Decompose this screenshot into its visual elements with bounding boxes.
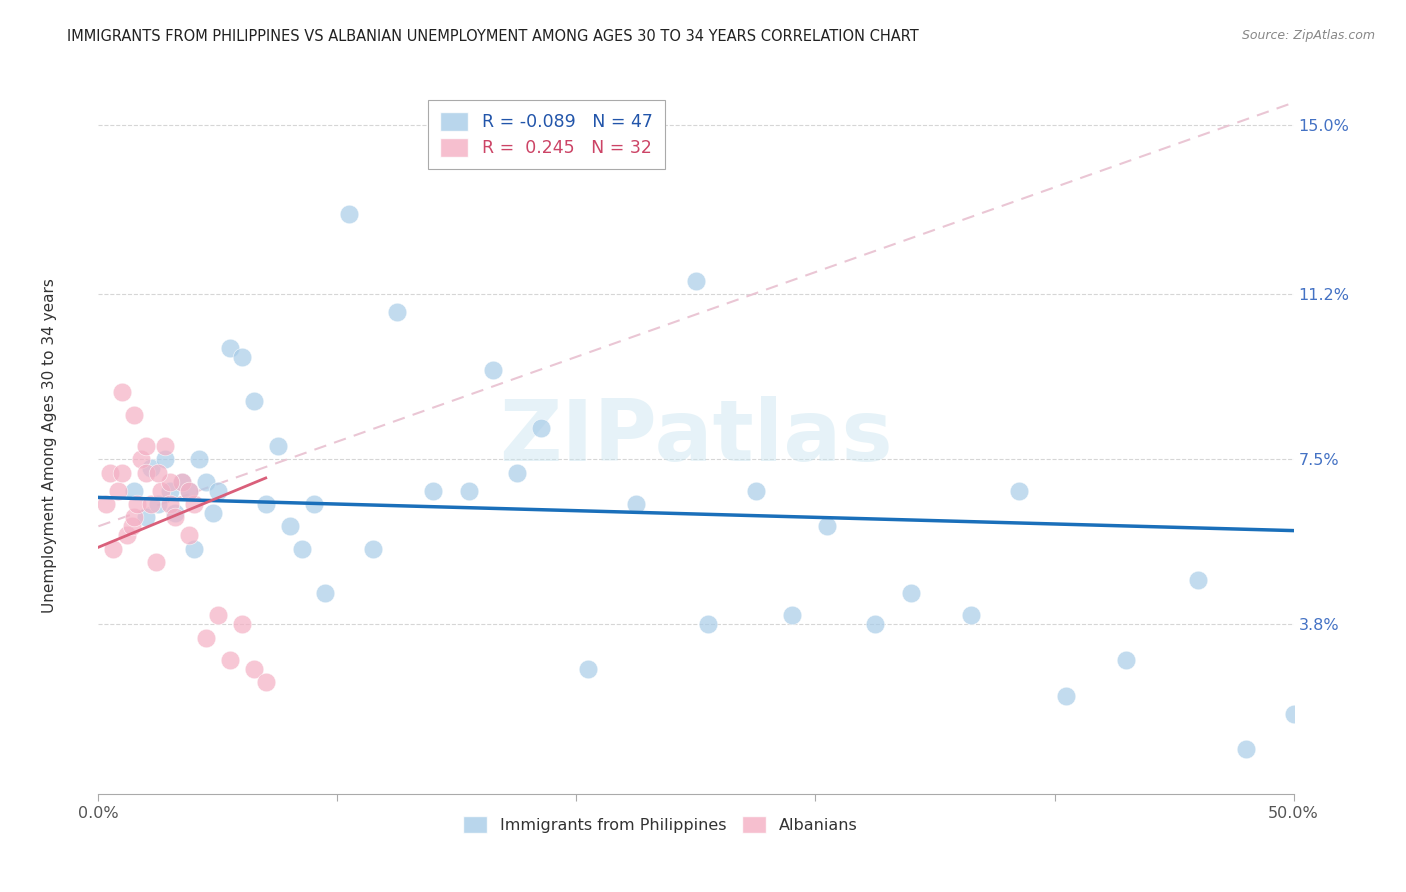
- Point: [115, 528, 138, 542]
- Point: [339, 207, 361, 221]
- Point: [155, 452, 177, 467]
- Point: [745, 483, 768, 498]
- Point: [159, 497, 181, 511]
- Point: [179, 483, 201, 498]
- Point: [1187, 573, 1209, 587]
- Point: [159, 475, 181, 489]
- Point: [107, 483, 129, 498]
- Point: [179, 483, 201, 498]
- Point: [183, 541, 205, 556]
- Point: [124, 483, 146, 498]
- Point: [363, 541, 385, 556]
- Point: [111, 466, 134, 480]
- Point: [278, 519, 301, 533]
- Point: [125, 497, 148, 511]
- Point: [231, 617, 253, 632]
- Point: [135, 466, 157, 480]
- Point: [159, 483, 181, 498]
- Point: [124, 408, 146, 422]
- Point: [254, 497, 277, 511]
- Point: [139, 461, 162, 475]
- Point: [98, 466, 122, 480]
- Point: [1056, 689, 1078, 703]
- Point: [124, 510, 146, 524]
- Point: [481, 363, 505, 377]
- Point: [111, 385, 134, 400]
- Point: [267, 439, 290, 453]
- Point: [243, 662, 266, 676]
- Text: IMMIGRANTS FROM PHILIPPINES VS ALBANIAN UNEMPLOYMENT AMONG AGES 30 TO 34 YEARS C: IMMIGRANTS FROM PHILIPPINES VS ALBANIAN …: [67, 29, 920, 44]
- Point: [207, 483, 229, 498]
- Point: [685, 274, 707, 288]
- Point: [1282, 706, 1305, 721]
- Point: [422, 483, 444, 498]
- Point: [149, 483, 172, 498]
- Point: [231, 350, 253, 364]
- Point: [697, 617, 720, 632]
- Point: [315, 586, 337, 600]
- Point: [131, 452, 153, 467]
- Point: [94, 497, 117, 511]
- Point: [135, 439, 157, 453]
- Point: [121, 519, 143, 533]
- Point: [291, 541, 314, 556]
- Point: [148, 497, 170, 511]
- Point: [1234, 742, 1257, 756]
- Point: [900, 586, 922, 600]
- Point: [183, 497, 205, 511]
- Point: [219, 653, 242, 667]
- Legend: Immigrants from Philippines, Albanians: Immigrants from Philippines, Albanians: [457, 810, 863, 839]
- Point: [172, 475, 194, 489]
- Point: [458, 483, 481, 498]
- Point: [195, 631, 218, 645]
- Point: [207, 608, 229, 623]
- Point: [219, 341, 242, 355]
- Point: [578, 662, 600, 676]
- Point: [1115, 653, 1137, 667]
- Point: [195, 475, 218, 489]
- Point: [145, 555, 167, 569]
- Point: [780, 608, 803, 623]
- Point: [155, 439, 177, 453]
- Point: [163, 506, 186, 520]
- Point: [163, 510, 186, 524]
- Point: [302, 497, 325, 511]
- Point: [187, 452, 209, 467]
- Text: ZIPatlas: ZIPatlas: [499, 395, 893, 479]
- Point: [960, 608, 983, 623]
- Point: [172, 475, 194, 489]
- Point: [1008, 483, 1031, 498]
- Point: [530, 421, 553, 435]
- Point: [865, 617, 887, 632]
- Point: [135, 510, 157, 524]
- Point: [202, 506, 225, 520]
- Point: [101, 541, 124, 556]
- Point: [815, 519, 838, 533]
- Point: [626, 497, 648, 511]
- Point: [179, 528, 201, 542]
- Point: [254, 675, 277, 690]
- Text: Source: ZipAtlas.com: Source: ZipAtlas.com: [1241, 29, 1375, 42]
- Point: [506, 466, 529, 480]
- Point: [148, 466, 170, 480]
- Text: Unemployment Among Ages 30 to 34 years: Unemployment Among Ages 30 to 34 years: [42, 278, 56, 614]
- Point: [385, 305, 409, 319]
- Point: [243, 394, 266, 409]
- Point: [139, 497, 162, 511]
